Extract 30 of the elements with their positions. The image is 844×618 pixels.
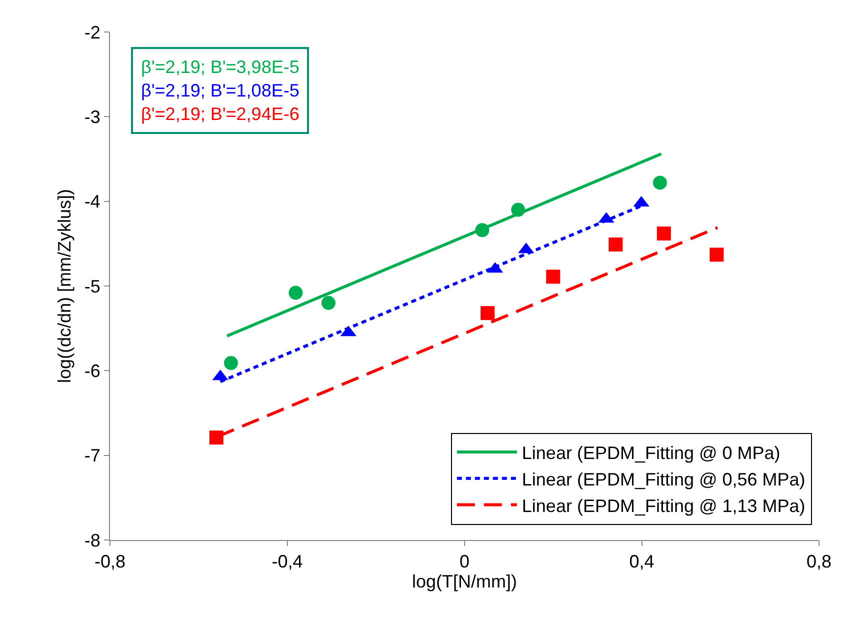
x-axis-title: log(T[N/mm]) [412,572,517,592]
point [710,248,724,262]
annotation: β'=2,19; B'=2,94E-6 [141,104,300,124]
y-tick-label: -6 [84,360,100,381]
y-tick-label: -5 [84,276,100,296]
annotation: β'=2,19; B'=3,98E-5 [141,57,300,77]
point [652,176,667,190]
point [224,356,238,370]
x-tick-label: 0,4 [629,552,654,572]
legend-label: Linear (EPDM_Fitting @ 0,56 MPa) [522,469,806,490]
y-tick-label: -4 [84,192,100,212]
y-tick-label: -3 [84,106,100,127]
annotation: β'=2,19; B'=1,08E-5 [141,80,300,100]
x-tick-label: -0,8 [94,552,126,572]
x-tick-label: -0,4 [272,552,303,572]
y-tick-label: -7 [84,446,100,466]
x-tick-label: 0 [459,552,470,572]
point [288,286,303,300]
point [321,296,336,310]
point [209,430,224,445]
point [480,306,495,320]
legend-label: Linear (EPDM_Fitting @ 1,13 MPa) [522,496,806,516]
y-tick-label: -2 [84,22,100,42]
y-axis-title: log((dc/dn) [mm/Zyklus]) [54,188,75,384]
x-tick-label: 0,8 [806,552,832,572]
point [656,226,671,241]
point [546,270,560,284]
y-tick-label: -8 [84,530,100,550]
legend-label: Linear (EPDM_Fitting @ 0 MPa) [522,442,780,463]
point [608,238,623,252]
